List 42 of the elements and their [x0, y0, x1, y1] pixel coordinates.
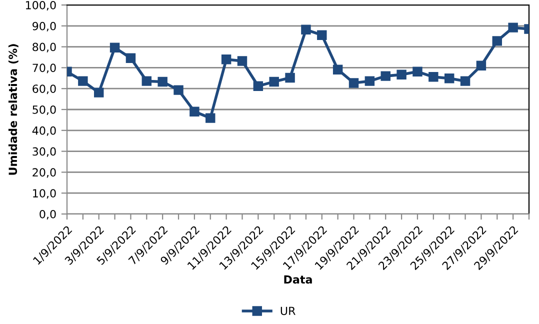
y-tick-label: 80,0 [32, 42, 56, 52]
point [110, 42, 120, 52]
y-tick-label: 20,0 [32, 168, 56, 178]
y-tick-label: 10,0 [33, 189, 56, 199]
point [364, 76, 375, 86]
point [412, 66, 422, 77]
point [126, 53, 136, 63]
y-tick-label: 100,0 [26, 0, 56, 11]
y-axis-title: Umidade relativa (%) [8, 44, 18, 175]
y-tick-label: 70,0 [32, 64, 56, 74]
y-tick-label: 40,0 [32, 126, 56, 136]
point [253, 81, 264, 91]
point [396, 70, 406, 80]
point [206, 113, 216, 123]
point [301, 24, 311, 35]
point [317, 30, 327, 40]
point [190, 106, 200, 116]
point [460, 76, 470, 86]
point [492, 36, 502, 46]
y-tick-label: 0,0 [40, 210, 56, 220]
y-tick-label: 90,0 [32, 22, 56, 32]
point [285, 72, 295, 83]
point [428, 72, 438, 82]
y-tick-label: 30,0 [32, 147, 56, 157]
point [476, 60, 486, 70]
point [444, 73, 454, 84]
point [508, 22, 518, 32]
point [269, 76, 279, 87]
point [237, 56, 248, 66]
point [94, 88, 104, 98]
point [380, 71, 390, 81]
y-tick-label: 60,0 [32, 84, 56, 94]
point [142, 76, 152, 86]
point [332, 64, 343, 74]
point [174, 85, 184, 95]
point [221, 54, 232, 64]
x-axis-title: Data [284, 275, 312, 284]
point [348, 78, 359, 88]
legend-label: UR [280, 306, 296, 316]
y-tick-label: 50,0 [32, 105, 56, 116]
point [78, 76, 88, 86]
point [158, 76, 168, 87]
